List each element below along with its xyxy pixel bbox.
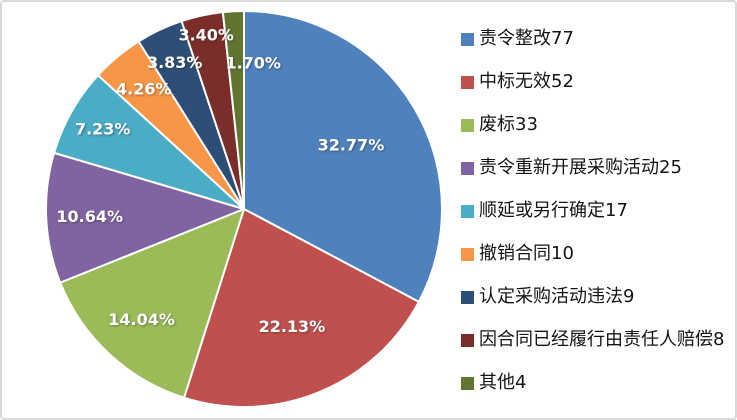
legend-label: 中标无效52 — [479, 71, 574, 92]
chart-legend: 责令整改77 中标无效52 废标33 责令重新开展采购活动25 顺延或另行确定17 撤销合… — [461, 28, 724, 394]
legend-item-5: 撤销合同10 — [461, 243, 724, 265]
pie-slice-label-4: 7.23% — [75, 120, 131, 139]
legend-label: 撤销合同10 — [479, 243, 574, 264]
legend-item-4: 顺延或另行确定17 — [461, 200, 724, 222]
legend-item-0: 责令整改77 — [461, 28, 724, 50]
pie-slice-label-6: 3.83% — [147, 53, 203, 72]
legend-swatch — [461, 290, 474, 304]
legend-item-7: 因合同已经履行由责任人赔偿8 — [461, 329, 724, 351]
legend-label: 认定采购活动违法9 — [479, 286, 635, 307]
pie-chart: 32.77% 22.13% 14.04% 10.64% 7.23% 4.26% 3.83% 3… — [45, 9, 443, 408]
legend-swatch — [461, 32, 474, 46]
legend-label: 因合同已经履行由责任人赔偿8 — [479, 329, 725, 350]
legend-label: 废标33 — [479, 114, 538, 135]
legend-swatch — [461, 118, 474, 132]
legend-item-3: 责令重新开展采购活动25 — [461, 157, 724, 179]
pie-slice-label-7: 3.40% — [178, 26, 234, 45]
legend-swatch — [461, 161, 474, 175]
legend-item-6: 认定采购活动违法9 — [461, 286, 724, 308]
pie-slice-1 — [183, 208, 420, 408]
pie-slice-label-3: 10.64% — [56, 207, 123, 226]
pie-slice-label-1: 22.13% — [259, 317, 326, 336]
legend-swatch — [461, 376, 474, 390]
legend-label: 责令整改77 — [479, 28, 574, 49]
legend-swatch — [461, 204, 474, 218]
pie-slice-2 — [59, 208, 245, 399]
legend-item-1: 中标无效52 — [461, 71, 724, 93]
pie-slice-0 — [243, 10, 443, 303]
pie-slice-3 — [45, 151, 245, 284]
pie-slice-label-5: 4.26% — [116, 80, 172, 99]
legend-label: 其他4 — [479, 372, 527, 393]
pie-slice-8 — [221, 9, 245, 210]
legend-label: 顺延或另行确定17 — [479, 200, 628, 221]
legend-item-2: 废标33 — [461, 114, 724, 136]
pie-slice-label-2: 14.04% — [108, 310, 175, 329]
legend-label: 责令重新开展采购活动25 — [479, 157, 682, 178]
legend-swatch — [461, 333, 474, 347]
pie-slice-label-8: 1.70% — [225, 53, 281, 72]
legend-swatch — [461, 247, 474, 261]
legend-item-8: 其他4 — [461, 372, 724, 394]
pie-slice-label-0: 32.77% — [318, 135, 385, 154]
legend-swatch — [461, 75, 474, 89]
